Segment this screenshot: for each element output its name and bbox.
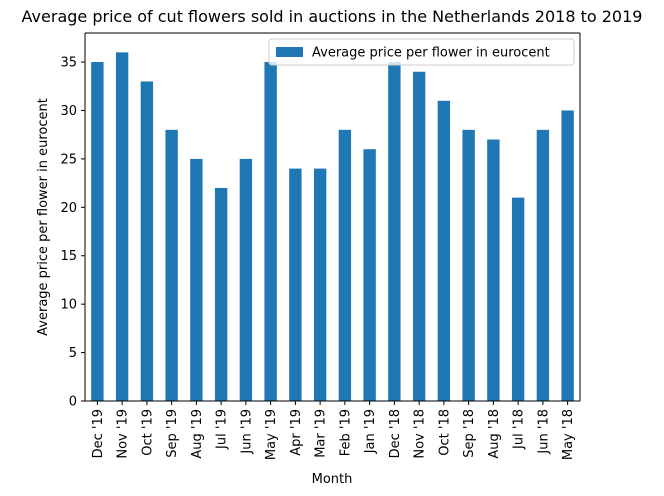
x-tick-label: May '18 xyxy=(561,409,576,460)
x-tick-label: Dec '18 xyxy=(388,409,403,458)
y-tick-label: 15 xyxy=(60,249,77,264)
y-tick-label: 20 xyxy=(60,201,77,216)
bar xyxy=(214,187,228,401)
x-axis-label: Month xyxy=(312,472,353,487)
y-tick-label: 5 xyxy=(69,346,77,361)
bar xyxy=(313,168,327,401)
x-tick-label: Nov '19 xyxy=(116,409,131,459)
bar xyxy=(91,62,104,402)
legend-box xyxy=(268,38,575,66)
bar xyxy=(264,62,277,402)
bar xyxy=(289,168,302,401)
x-tick-label: Dec '19 xyxy=(91,409,106,458)
x-tick-label: Mar '19 xyxy=(314,409,329,458)
x-tick-label: May '19 xyxy=(264,409,279,460)
legend-label: Average price per flower in eurocent xyxy=(312,46,550,61)
x-tick-label: Oct '18 xyxy=(437,409,452,456)
bar xyxy=(338,129,352,401)
bar xyxy=(165,129,178,401)
legend-swatch xyxy=(276,47,303,57)
y-axis-label: Average price per flower in eurocent xyxy=(36,98,51,336)
bar xyxy=(536,129,550,401)
x-tick-label: Jul '18 xyxy=(512,409,527,450)
plot-area: 0 5 10 15 20 25 30 35 Dec '19 Nov '19 Oct '19 Sep '… xyxy=(60,32,581,460)
x-tick-label: Jun '18 xyxy=(536,409,551,455)
x-tick-label: Jul '19 xyxy=(215,409,230,450)
x-tick-label: Aug '18 xyxy=(487,409,502,459)
x-tick-label: Sep '19 xyxy=(165,409,180,458)
bar xyxy=(190,158,203,401)
x-tick-label: Apr '19 xyxy=(289,409,304,456)
y-tick-label: 0 xyxy=(69,395,77,410)
y-tick-label: 35 xyxy=(60,56,77,71)
bar xyxy=(239,158,253,401)
x-tick-label: Feb '19 xyxy=(338,409,353,456)
x-tick-label: Nov '18 xyxy=(413,409,428,459)
bar xyxy=(487,139,500,401)
x-tick-label: Sep '18 xyxy=(462,409,477,458)
bar xyxy=(115,52,129,402)
bar xyxy=(412,71,426,402)
bar xyxy=(388,62,401,402)
bar xyxy=(462,129,475,401)
x-tick-label: Jun '19 xyxy=(239,409,254,455)
bar xyxy=(511,197,525,401)
bar xyxy=(561,110,574,401)
bar xyxy=(140,81,154,402)
bar xyxy=(363,149,376,401)
y-tick-label: 10 xyxy=(60,298,77,313)
bar xyxy=(437,100,451,401)
x-tick-label: Aug '19 xyxy=(190,409,205,459)
chart-title: Average price of cut flowers sold in auc… xyxy=(22,7,643,26)
y-tick-label: 30 xyxy=(60,104,77,119)
x-tick-label: Jan '19 xyxy=(363,409,378,454)
legend: Average price per flower in eurocent xyxy=(268,38,575,66)
x-tick-label: Oct '19 xyxy=(140,409,155,456)
y-tick-label: 25 xyxy=(60,152,77,167)
